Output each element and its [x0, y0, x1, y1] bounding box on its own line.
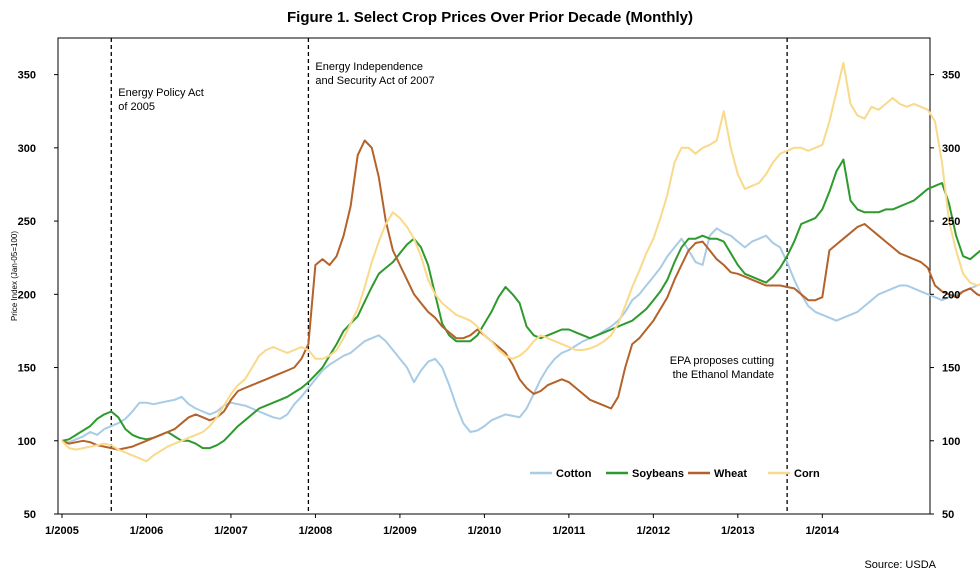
x-tick-label: 1/2012: [637, 525, 671, 537]
y-tick-label-right: 50: [942, 509, 954, 521]
legend-label-cotton: Cotton: [556, 468, 592, 480]
chart-title: Figure 1. Select Crop Prices Over Prior …: [287, 9, 693, 26]
plot-frame: [57, 37, 931, 515]
event-label: Energy Independence: [315, 61, 423, 73]
series-lines: [61, 61, 980, 463]
y-tick-label-left: 300: [18, 143, 36, 155]
legend-label-corn: Corn: [794, 468, 820, 480]
y-tick-label-left: 350: [18, 70, 36, 82]
legend-label-wheat: Wheat: [714, 468, 747, 480]
event-annotations: Energy Policy Act of 2005 Energy Independe…: [110, 38, 788, 514]
y-tick-label-left: 100: [18, 436, 36, 448]
series-line-cotton: [61, 227, 980, 444]
x-tick-label: 1/2014: [805, 525, 840, 537]
y-tick-label-right: 150: [942, 363, 960, 375]
x-tick-label: 1/2009: [383, 525, 417, 537]
y-tick-label-right: 200: [942, 289, 960, 301]
y-tick-label-left: 250: [18, 216, 36, 228]
y-axis-left: 50 100 150 200 250 300 350: [18, 70, 58, 521]
legend-label-soybeans: Soybeans: [632, 468, 684, 480]
y-tick-label-right: 300: [942, 143, 960, 155]
legend: Cotton Soybeans Wheat Corn: [530, 468, 820, 480]
x-tick-label: 1/2010: [468, 525, 502, 537]
y-tick-label-left: 50: [24, 509, 36, 521]
x-tick-label: 1/2005: [45, 525, 79, 537]
event-label: of 2005: [118, 101, 155, 113]
event-label: Energy Policy Act: [118, 87, 204, 99]
series-line-corn: [61, 61, 980, 463]
y-tick-label-right: 250: [942, 216, 960, 228]
x-axis: 1/2005 1/2006 1/2007 1/2008 1/2009 1/2010 1/20…: [45, 514, 840, 537]
event-label: EPA proposes cutting: [670, 355, 774, 367]
y-tick-label-right: 100: [942, 436, 960, 448]
x-tick-label: 1/2013: [721, 525, 755, 537]
x-tick-label: 1/2008: [299, 525, 333, 537]
source-note: Source: USDA: [864, 559, 936, 571]
x-tick-label: 1/2011: [552, 525, 585, 537]
y-tick-label-right: 350: [942, 70, 960, 82]
x-tick-label: 1/2006: [130, 525, 164, 537]
y-axis-label: Price Index (Jan-05=100): [10, 231, 19, 321]
y-tick-label-left: 150: [18, 363, 36, 375]
event-label: the Ethanol Mandate: [673, 369, 775, 381]
x-tick-label: 1/2007: [214, 525, 248, 537]
y-tick-label-left: 200: [18, 289, 36, 301]
series-line-wheat: [61, 139, 980, 451]
event-label: and Security Act of 2007: [315, 75, 434, 87]
y-axis-right: 50 100 150 200 250 300 350: [930, 70, 960, 521]
series-line-soybeans: [61, 158, 980, 450]
